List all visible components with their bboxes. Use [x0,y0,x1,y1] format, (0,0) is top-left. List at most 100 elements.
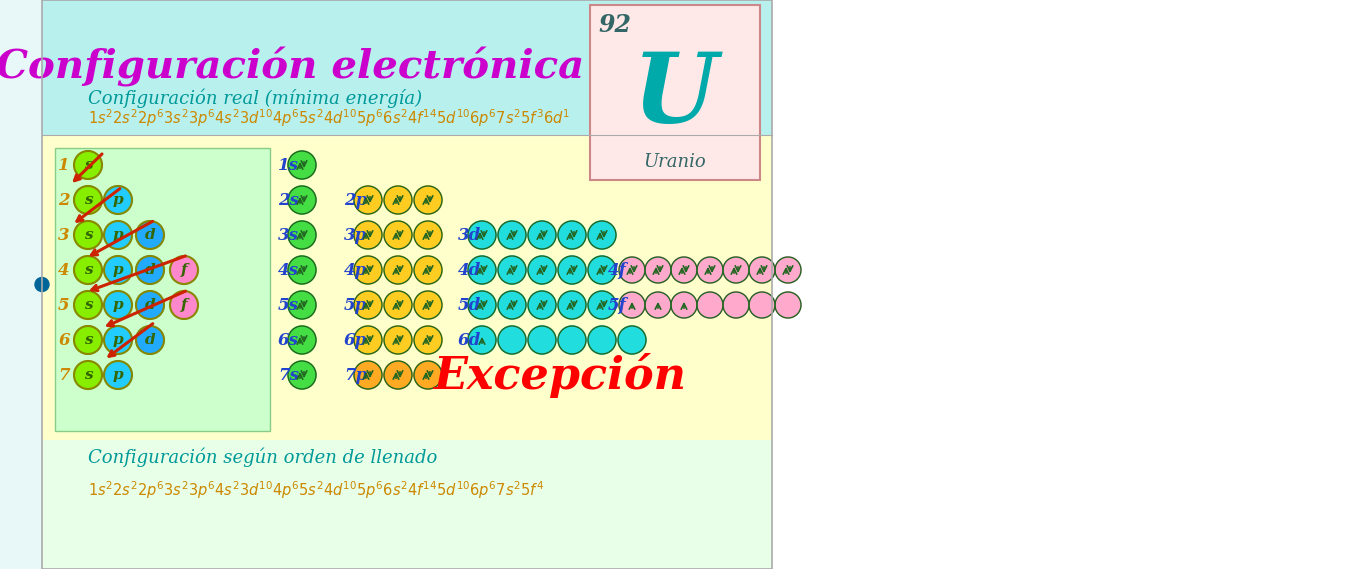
Circle shape [74,256,102,284]
Circle shape [529,291,556,319]
Circle shape [384,186,413,214]
Circle shape [414,326,443,354]
Text: U: U [632,49,717,143]
Text: 4s: 4s [279,262,299,278]
Text: p: p [112,263,123,277]
Circle shape [288,326,316,354]
Text: s: s [83,158,93,172]
Circle shape [288,221,316,249]
Circle shape [414,361,443,389]
Bar [0,0,42,569]
Circle shape [723,257,749,283]
Text: $1s^22s^22p^63s^23p^64s^23d^{10}4p^65s^24d^{10}5p^66s^24f^{14}5d^{10}6p^67s^25f^: $1s^22s^22p^63s^23p^64s^23d^{10}4p^65s^2… [87,107,571,129]
Text: $1s^22s^22p^63s^23p^64s^23d^{10}4p^65s^24d^{10}5p^66s^24f^{14}5d^{10}6p^67s^25f^: $1s^22s^22p^63s^23p^64s^23d^{10}4p^65s^2… [87,479,544,501]
Text: Configuración según orden de llenado: Configuración según orden de llenado [87,447,437,467]
Text: s: s [83,333,93,347]
Bar [590,5,759,180]
Circle shape [104,256,133,284]
Circle shape [104,326,133,354]
Circle shape [137,221,164,249]
Circle shape [775,257,800,283]
Text: d: d [145,333,156,347]
Circle shape [499,291,526,319]
Text: 5f: 5f [608,296,627,314]
Circle shape [775,292,800,318]
Text: 2s: 2s [279,192,299,208]
Circle shape [74,186,102,214]
Circle shape [697,292,723,318]
Circle shape [723,292,749,318]
Circle shape [414,186,443,214]
Circle shape [557,291,586,319]
Circle shape [137,326,164,354]
Text: 6p: 6p [344,332,367,348]
Circle shape [104,186,133,214]
Text: 7p: 7p [344,366,367,384]
Circle shape [354,186,382,214]
Text: 3s: 3s [279,226,299,244]
Circle shape [557,221,586,249]
Circle shape [587,291,616,319]
Circle shape [354,221,382,249]
Circle shape [529,221,556,249]
Text: d: d [145,298,156,312]
Circle shape [74,221,102,249]
Circle shape [414,291,443,319]
Circle shape [137,256,164,284]
Text: p: p [112,298,123,312]
Circle shape [104,291,133,319]
Circle shape [169,291,198,319]
Text: d: d [145,263,156,277]
Circle shape [36,278,49,291]
Circle shape [288,151,316,179]
Circle shape [671,292,697,318]
Circle shape [288,291,316,319]
Circle shape [749,257,775,283]
Text: f: f [180,263,187,277]
Circle shape [354,326,382,354]
Text: s: s [83,263,93,277]
Circle shape [557,326,586,354]
Bar [42,135,772,440]
Circle shape [384,221,413,249]
Circle shape [529,256,556,284]
Text: p: p [112,333,123,347]
Bar [42,440,772,569]
Text: p: p [112,193,123,207]
Circle shape [169,256,198,284]
Text: 5: 5 [59,296,70,314]
Text: Configuración real (mínima energía): Configuración real (mínima energía) [87,88,422,108]
Bar [55,148,270,431]
Text: 3p: 3p [344,226,367,244]
Circle shape [469,221,496,249]
Text: 7s: 7s [279,366,299,384]
Circle shape [414,256,443,284]
Circle shape [499,326,526,354]
Circle shape [74,151,102,179]
Text: 6: 6 [59,332,70,348]
Circle shape [587,221,616,249]
Text: 5p: 5p [344,296,367,314]
Text: 5s: 5s [279,296,299,314]
Circle shape [617,326,646,354]
Circle shape [104,361,133,389]
Text: 6s: 6s [279,332,299,348]
Text: 4p: 4p [344,262,367,278]
Circle shape [384,256,413,284]
Text: s: s [83,298,93,312]
Text: Uranio: Uranio [643,153,706,171]
Circle shape [354,361,382,389]
Text: d: d [145,228,156,242]
Circle shape [74,361,102,389]
Text: 1s: 1s [279,156,299,174]
Circle shape [469,326,496,354]
Circle shape [288,361,316,389]
Circle shape [529,326,556,354]
Circle shape [587,256,616,284]
Text: 5d: 5d [458,296,481,314]
Text: 4f: 4f [608,262,627,278]
Text: 7: 7 [59,366,70,384]
Circle shape [137,291,164,319]
Circle shape [384,291,413,319]
Text: 2: 2 [59,192,70,208]
